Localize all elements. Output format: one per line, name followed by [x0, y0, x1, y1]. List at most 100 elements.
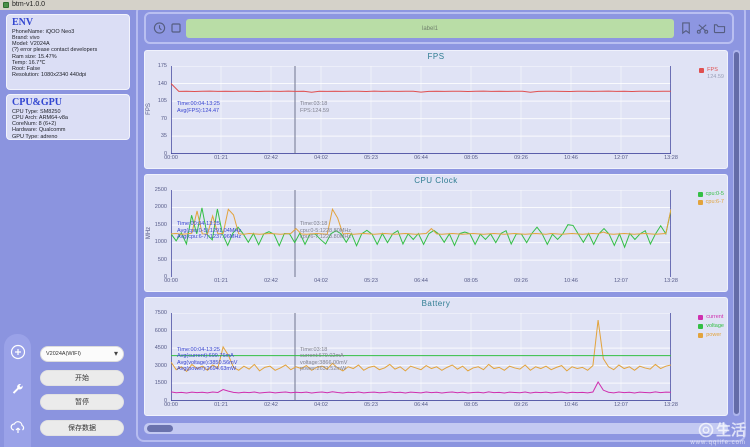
cpu-gpu-line: CPU Type: SM8250 [12, 109, 61, 115]
legend-item-voltage[interactable]: voltage [698, 323, 724, 330]
legend-swatch-icon [698, 315, 704, 321]
env-line: Brand: vivo [12, 35, 40, 42]
y-axis-label: FPS [146, 103, 152, 116]
start-button[interactable]: 开始 [40, 370, 124, 386]
x-tick-label: 05:23 [364, 154, 378, 161]
y-tick-label: 4500 [154, 345, 167, 352]
chart-legend: cpu:0-5 cpu:6-7 [697, 190, 724, 206]
horizontal-scrollbar[interactable] [144, 423, 728, 434]
chevron-down-icon: ▾ [113, 349, 118, 358]
series-FPS [171, 84, 671, 93]
x-tick-label: 10:46 [564, 154, 578, 161]
chart-plot-cpu-clock[interactable]: 0 500 1000 1500 2000 2500 00:00 01:21 02:42 04:02… [155, 187, 678, 285]
series-cpu:6-7 [171, 209, 671, 234]
x-tick-label: 02:42 [264, 154, 278, 161]
x-tick-label: 04:02 [314, 402, 328, 409]
save-icon[interactable] [680, 22, 692, 35]
y-tick-label: 105 [157, 98, 167, 105]
x-tick-label: 13:28 [664, 154, 678, 161]
watermark-brand: 生活 [715, 422, 746, 439]
add-icon[interactable] [10, 344, 26, 360]
cpu-gpu-line: GPU Type: adreno [12, 133, 58, 140]
x-tick-label: 12:07 [614, 154, 628, 161]
x-tick-label: 06:44 [414, 154, 428, 161]
legend-label: cpu:0-5 [705, 190, 724, 197]
y-tick-label: 35 [160, 133, 167, 140]
chart-annotation: Time:00:04-13:25 Avg(FPS):124.47 [177, 101, 220, 114]
cpu-gpu-line: Hardware: Qualcomm [12, 127, 66, 134]
x-tick-label: 02:42 [264, 278, 278, 285]
pause-button[interactable]: 暂停 [40, 394, 124, 410]
chart-annotation: Time:03:18 cpu:0-5:1228.80MHz cpu:6-7:1228… [300, 221, 352, 241]
y-tick-label: 175 [157, 63, 167, 69]
x-tick-label: 06:44 [414, 402, 428, 409]
y-axis-label: MHz [146, 226, 152, 240]
chart-card-fps: FPS FPS 0 35 70 105 140 175 00:00 01:21 02:42 04:02… [144, 50, 728, 169]
vertical-scrollbar[interactable] [733, 50, 740, 416]
env-line: Ram size: 15.47% [12, 53, 57, 60]
legend-swatch-icon [698, 332, 704, 338]
x-tick-label: 12:07 [614, 278, 628, 285]
x-tick-label: 06:44 [414, 278, 428, 285]
folder-icon[interactable] [713, 23, 726, 34]
charts-container: FPS FPS 0 35 70 105 140 175 00:00 01:21 02:42 04:02… [144, 50, 728, 417]
x-tick-label: 09:26 [514, 402, 528, 409]
legend-label: power [706, 331, 722, 338]
timer-icon[interactable] [153, 22, 166, 35]
legend-label: voltage [706, 322, 724, 329]
window-title: btm-v1.0.0 [12, 1, 46, 8]
legend-item-power[interactable]: power [698, 332, 724, 339]
chart-annotation: Time:00:04-13:25 Avg(cpu:0-5):1291.04MHz A… [177, 221, 242, 241]
env-line: Root: False [12, 65, 41, 72]
cpu-gpu-line: CPU Arch: ARM64-v8a [12, 115, 68, 122]
chart-legend: current voltage power [698, 314, 724, 338]
legend-item-cpu-0-5[interactable]: cpu:0-5 [697, 190, 724, 198]
chart-plot-fps[interactable]: 0 35 70 105 140 175 00:00 01:21 02:42 04:02 05:23 0… [158, 63, 678, 161]
vertical-scrollbar-thumb[interactable] [734, 52, 739, 414]
cpu-gpu-heading: CPU&GPU [12, 97, 62, 108]
legend-swatch-icon [699, 68, 705, 73]
x-tick-label: 08:05 [464, 402, 478, 409]
y-tick-label: 500 [157, 256, 167, 263]
wrench-icon[interactable] [10, 382, 26, 398]
series-current [171, 382, 671, 393]
x-tick-label: 00:00 [164, 278, 178, 285]
y-tick-label: 0 [163, 398, 167, 405]
y-tick-label: 3000 [154, 362, 167, 369]
x-tick-label: 05:23 [364, 278, 378, 285]
scissors-icon[interactable] [696, 22, 709, 34]
y-tick-label: 1500 [154, 221, 167, 228]
label-input[interactable]: label1 [186, 19, 674, 38]
x-tick-label: 01:21 [214, 154, 228, 161]
legend-item-cpu-6-7[interactable]: cpu:6-7 [697, 199, 724, 206]
x-tick-label: 01:21 [214, 402, 228, 409]
cpu-gpu-panel: CPU&GPU CPU Type: SM8250 CPU Arch: ARM64-… [6, 94, 130, 140]
cloud-upload-icon[interactable] [10, 420, 26, 436]
chart-svg [171, 190, 671, 278]
env-heading: ENV [12, 17, 34, 28]
legend-item-current[interactable]: current [698, 314, 724, 321]
env-line: Resolution: 1080x2340 440dpi [12, 72, 87, 79]
chart-svg [171, 66, 671, 154]
screenshot-icon[interactable] [171, 23, 181, 33]
legend-label: current [706, 314, 724, 321]
save-data-button[interactable]: 保存数据 [40, 420, 124, 436]
legend-swatch-icon [698, 323, 704, 329]
chart-card-cpu-clock: CPU Clock MHz 0 500 1000 1500 2000 2500 00:00 01:… [144, 173, 728, 293]
chart-card-battery: Battery 0 1500 3000 4500 6000 7500 00:00 01:21 02… [144, 297, 728, 417]
chart-title-cpu-clock: CPU Clock [414, 175, 458, 185]
legend-swatch-icon [697, 200, 703, 206]
x-tick-label: 13:28 [664, 402, 678, 409]
x-tick-label: 09:26 [514, 154, 528, 161]
chart-plot-battery[interactable]: 0 1500 3000 4500 6000 7500 00:00 01:21 02:42 04:0… [155, 310, 678, 408]
horizontal-scrollbar-thumb[interactable] [147, 425, 173, 432]
env-lines: PhoneName: iQOO Neo3 Brand: vivo Model: V2… [12, 29, 124, 78]
chart-annotation: Time:03:18 current:679.02mA voltage:3866.0… [300, 346, 348, 373]
y-tick-label: 2500 [154, 186, 167, 193]
legend-item-FPS[interactable]: FPS 124.59 [699, 67, 724, 80]
chart-legend: FPS 124.59 [699, 67, 724, 80]
x-tick-label: 00:00 [164, 402, 178, 409]
y-tick-label: 0 [163, 150, 167, 157]
device-select[interactable]: V2024A(WIFI) ▾ [40, 346, 124, 362]
series-cpu:0-5 [171, 208, 671, 247]
